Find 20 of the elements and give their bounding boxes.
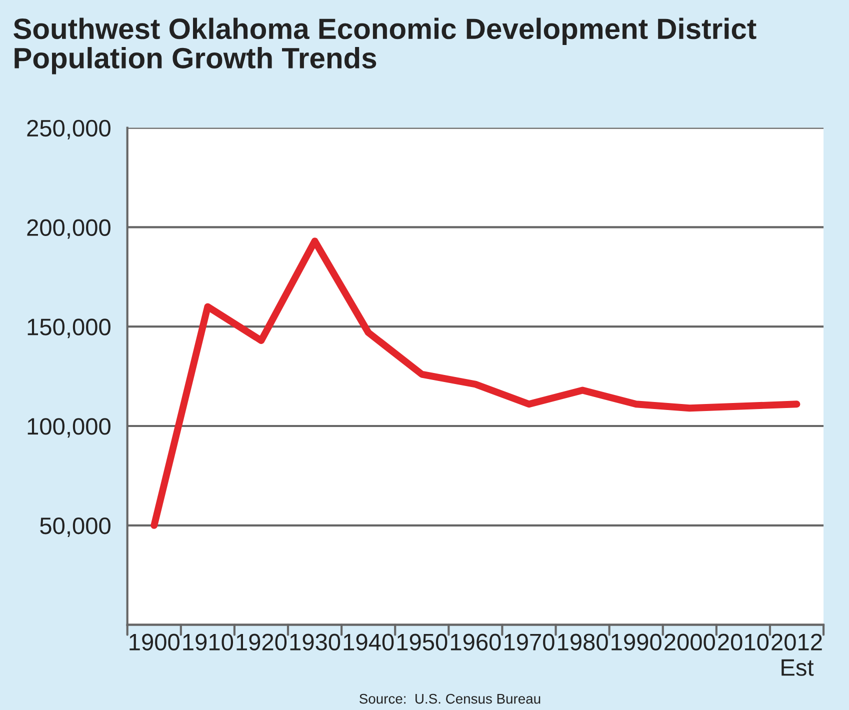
- x-tick-label: 1930: [290, 634, 340, 650]
- x-tick-label: 2010: [718, 634, 769, 650]
- x-tick-label: 1920: [236, 634, 287, 650]
- x-tick-label: 1910: [183, 634, 234, 650]
- y-tick-label: 250,000: [27, 120, 110, 140]
- x-tick-label: 2012 Est: [772, 634, 822, 676]
- x-tick-label: 1990: [612, 634, 662, 650]
- x-tick-label: 1980: [558, 634, 608, 650]
- chart-title: Southwest Oklahoma Economic Development District Population Growth Trends: [14, 18, 756, 74]
- source-note: Source: U.S. Census Bureau: [360, 694, 540, 704]
- x-tick-label: 1960: [450, 634, 501, 650]
- y-tick-label: 200,000: [27, 219, 110, 239]
- y-tick-label: 150,000: [28, 318, 110, 338]
- x-tick-label: 1950: [397, 634, 448, 650]
- y-tick-label: 50,000: [40, 517, 110, 537]
- y-tick-label: 100,000: [28, 418, 110, 438]
- x-tick-label: 1970: [504, 634, 554, 650]
- x-tick-label: 2000: [664, 634, 715, 650]
- x-tick-label: 1940: [344, 634, 394, 650]
- x-tick-label: 1900: [130, 634, 180, 650]
